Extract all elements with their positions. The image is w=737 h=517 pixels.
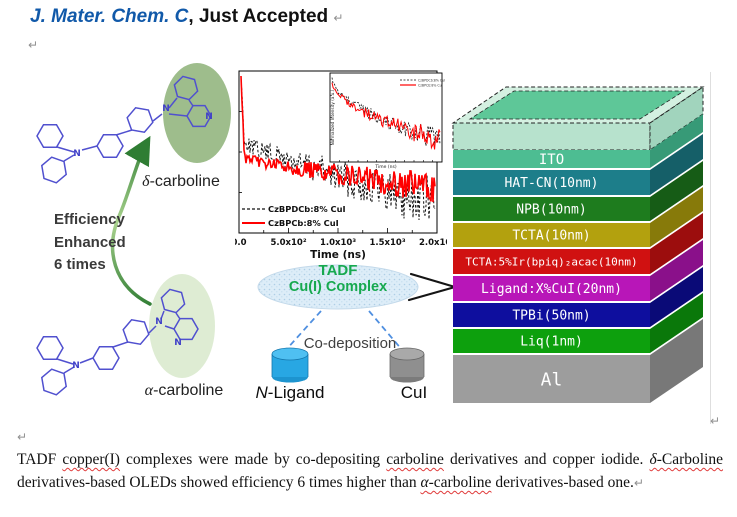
n-ligand-label: N-Ligand xyxy=(238,383,342,403)
nitrogen-atom-label: N xyxy=(73,149,81,159)
paragraph-mark: ↵ xyxy=(17,430,28,444)
page-title: J. Mater. Chem. C, Just Accepted ↵ xyxy=(30,6,343,28)
paragraph-mark: ↵ xyxy=(28,38,39,52)
nitrogen-atom-label: N xyxy=(155,317,163,327)
legend-entry: CzBPDCb:8% CuI xyxy=(268,204,346,214)
cu-complex-line: Cu(I) Complex xyxy=(288,279,388,295)
stack-layer-6: Liq(1nm) xyxy=(453,293,703,353)
enhancement-arrow xyxy=(110,135,152,306)
nitrogen-atom-label: N xyxy=(72,361,80,371)
caption-text: derivatives-based OLEDs showed efficienc… xyxy=(17,474,421,491)
nitrogen-atom-label: N xyxy=(174,338,182,348)
efficiency-line: Efficiency xyxy=(54,211,125,228)
series-CzBPCb:8% CuI xyxy=(240,75,436,203)
caption-text: carboline xyxy=(386,451,444,468)
stack-layer-label: Al xyxy=(541,369,563,390)
caption-text: derivatives-based one. xyxy=(491,474,634,491)
caption-text: complexes were made by co-depositing xyxy=(119,451,387,468)
molecule-structures: N N N N N N xyxy=(36,75,213,396)
caption-text: -carboline xyxy=(428,474,492,491)
svg-text:CzBPDCb:8% CuI: CzBPDCb:8% CuI xyxy=(418,79,445,83)
paragraph-mark: ↵ xyxy=(333,11,344,25)
stack-layer-label: TCTA(10nm) xyxy=(512,229,590,244)
stack-layer-label: Ligand:X%CuI(20nm) xyxy=(481,282,622,297)
carboline-word: -carboline xyxy=(153,382,224,399)
title-suffix: , Just Accepted xyxy=(188,6,329,27)
alpha-carboline-label: α-carboline xyxy=(134,382,234,400)
stack-layer-0: HAT-CN(10nm) xyxy=(453,134,703,195)
stack-layer-label: TCTA:5%Ir(bpiq)₂acac(10nm) xyxy=(465,255,637,268)
delta-highlight-ellipse xyxy=(163,63,231,163)
inset-y-label: Normalized Intensity (a.u.) xyxy=(330,89,335,145)
stack-layer-label: HAT-CN(10nm) xyxy=(505,176,599,191)
paragraph-mark: ↵ xyxy=(710,414,721,428)
legend-entry: CzBPCb:8% CuI xyxy=(268,218,339,228)
carboline-word: -carboline xyxy=(149,173,220,190)
co-deposition-lines xyxy=(284,310,404,352)
stack-layer-label: ITO xyxy=(539,152,564,168)
x-tick-label: 1.0x10³ xyxy=(320,238,356,248)
x-tick-label: 5.0x10² xyxy=(270,238,306,248)
x-tick-label: 0.0 xyxy=(235,238,247,248)
ito-glass-slab: ITO xyxy=(451,86,705,168)
caption-text: copper(I) xyxy=(62,451,120,468)
stack-layer-7: Al xyxy=(453,319,703,403)
figure-right-border xyxy=(710,72,711,424)
stack-layer-2: TCTA(10nm) xyxy=(453,187,703,247)
x-tick-label: 1.5x10³ xyxy=(369,238,405,248)
journal-title: J. Mater. Chem. C xyxy=(30,6,189,27)
stack-layer-label: TPBi(50nm) xyxy=(512,309,590,324)
stack-layer-label: NPB(10nm) xyxy=(516,203,586,218)
lifetime-decay-plot: 0.0 5.0x10² 1.0x10³ 1.5x10³ 2.0x10³ Time (ns)… xyxy=(235,70,447,261)
nitrogen-atom-label: N xyxy=(162,104,170,114)
tadf-line: TADF xyxy=(318,262,358,279)
abstract-text: TADF copper(I) complexes were made by co… xyxy=(17,448,723,495)
stack-layer-label: Liq(1nm) xyxy=(520,335,583,350)
stack-layer-5: TPBi(50nm) xyxy=(453,267,703,327)
efficiency-line: Enhanced xyxy=(54,233,126,251)
caption-text: δ xyxy=(649,451,657,468)
plot-legend: CzBPDCb:8% CuI CzBPCb:8% CuI xyxy=(242,204,346,228)
delta-carboline-label: δ-carboline xyxy=(133,173,229,191)
nitrogen-atom-label: N xyxy=(205,112,213,122)
tadf-complex-ellipse xyxy=(257,264,419,310)
svg-text:CzBPCb:8% CuI: CzBPCb:8% CuI xyxy=(418,84,443,88)
greek-delta: δ xyxy=(142,173,150,190)
figure-drawing-layer: N N N N N N xyxy=(36,63,457,396)
efficiency-line: 6 times xyxy=(54,256,106,273)
stack-layer-1: NPB(10nm) xyxy=(453,161,703,221)
alpha-highlight-ellipse xyxy=(149,274,215,378)
ligand-word: -Ligand xyxy=(267,383,325,402)
x-axis-label: Time (ns) xyxy=(310,249,366,261)
paragraph-mark: ↵ xyxy=(633,476,644,490)
greek-alpha: α xyxy=(144,382,154,399)
stack-layer-3: TCTA:5%Ir(bpiq)₂acac(10nm) xyxy=(453,213,703,274)
caption-text: α xyxy=(420,474,429,491)
tadf-complex-label: TADF Cu(I) Complex xyxy=(258,263,418,296)
co-deposition-label: Co-deposition xyxy=(303,335,397,352)
caption-text: derivatives and copper iodide. xyxy=(443,451,650,468)
caption-text: -Carboline xyxy=(656,451,724,468)
cui-label: CuI xyxy=(400,383,428,402)
stack-layer-4: Ligand:X%CuI(20nm) xyxy=(453,240,703,301)
efficiency-note: Efficiency Enhanced 6 times xyxy=(54,209,126,277)
callout-lines xyxy=(407,272,457,302)
ligand-cylinder xyxy=(271,347,309,383)
inset-x-label: Time (ns) xyxy=(374,164,396,170)
caption-text: TADF xyxy=(17,451,63,468)
n-italic: N xyxy=(255,383,268,402)
x-tick-label: 2.0x10³ xyxy=(419,238,447,248)
oled-device-stack: ITO HAT-CN(10nm) NPB(10nm) TCTA(10nm) TCTA:5… xyxy=(451,86,705,403)
cui-cylinder xyxy=(389,347,425,383)
graphical-abstract-figure: N N N N N N 0.0 5.0x10² 1.0x10³ 1.5x10³ 2.0x10³ Ti… xyxy=(18,58,724,428)
